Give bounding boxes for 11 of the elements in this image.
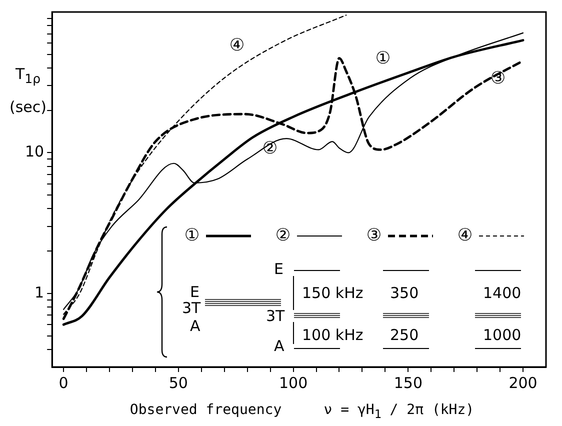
x-axis-title: Observed frequency ν = γH$_{1}$ / 2π (kHz): [128, 402, 476, 421]
x-tick-label: 200: [508, 374, 538, 392]
y-axis-title: T$_{1ρ}$ (sec): [8, 64, 48, 118]
x-tick-label: 0: [58, 374, 68, 392]
x-tick-label: 50: [168, 374, 188, 392]
x-tick-label: 150: [394, 374, 422, 392]
text: ①: [375, 48, 391, 68]
x-tick-label: 100: [278, 374, 308, 392]
y-tick-label: 10: [24, 142, 44, 161]
y-tick-label: 1: [34, 283, 44, 302]
text: ④: [229, 35, 245, 56]
